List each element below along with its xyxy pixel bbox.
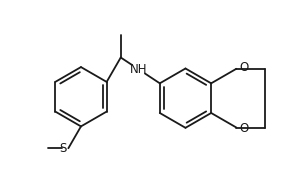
Text: S: S <box>60 142 67 155</box>
Text: NH: NH <box>129 63 147 76</box>
Text: O: O <box>239 61 248 74</box>
Text: O: O <box>239 122 248 135</box>
